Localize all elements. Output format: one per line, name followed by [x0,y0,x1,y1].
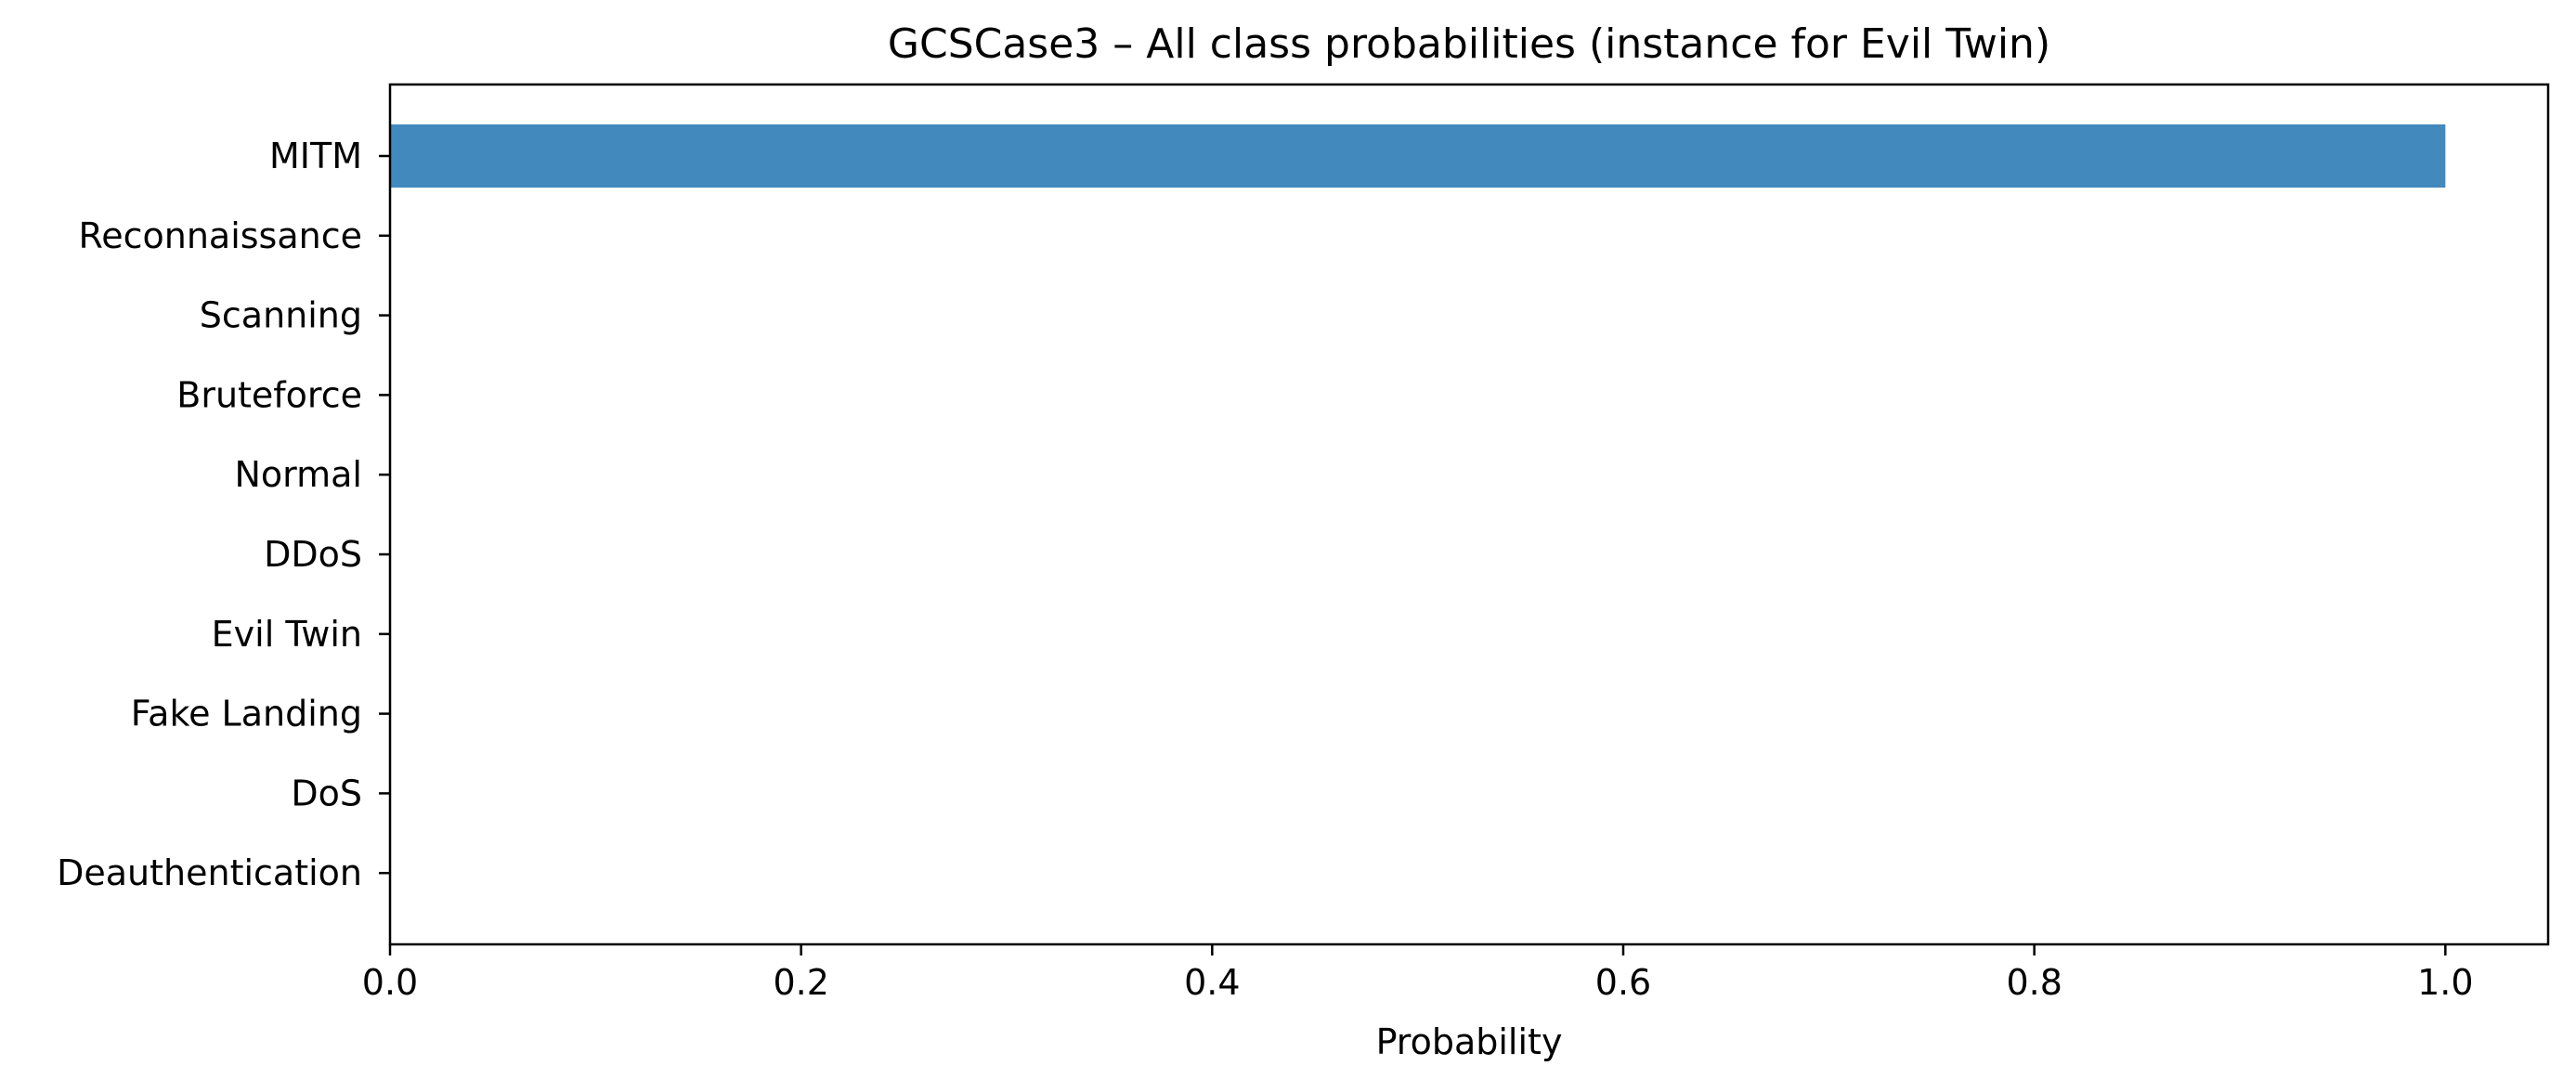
x-tick-label: 0.0 [362,962,418,1003]
x-tick-label: 0.6 [1595,962,1651,1003]
bar-group [390,124,2446,188]
plot-frame [388,83,2550,946]
y-axis: MITM Reconnaissance Scanning Bruteforce Norm… [57,136,390,893]
y-tick-label: Scanning [200,295,362,336]
y-tick-label: DoS [291,773,362,813]
bar-mitm [390,124,2446,188]
x-tick-label: 1.0 [2417,962,2473,1003]
x-tick-label: 0.8 [2006,962,2062,1003]
y-tick-label: Evil Twin [212,614,362,655]
x-axis: 0.0 0.2 0.4 0.6 0.8 1.0 [362,944,2474,1003]
chart-title: GCSCase3 – All class probabilities (inst… [888,20,2050,68]
y-tick-label: Reconnaissance [79,215,362,256]
y-tick-label: Fake Landing [131,694,362,734]
y-tick-label: Bruteforce [176,374,362,415]
x-axis-label: Probability [1376,1021,1563,1062]
x-tick-label: 0.2 [773,962,828,1003]
x-tick-label: 0.4 [1184,962,1240,1003]
y-tick-label: Deauthentication [57,852,362,893]
y-tick-label: MITM [269,136,362,176]
y-tick-label: Normal [235,454,363,495]
y-tick-label: DDoS [264,534,362,575]
